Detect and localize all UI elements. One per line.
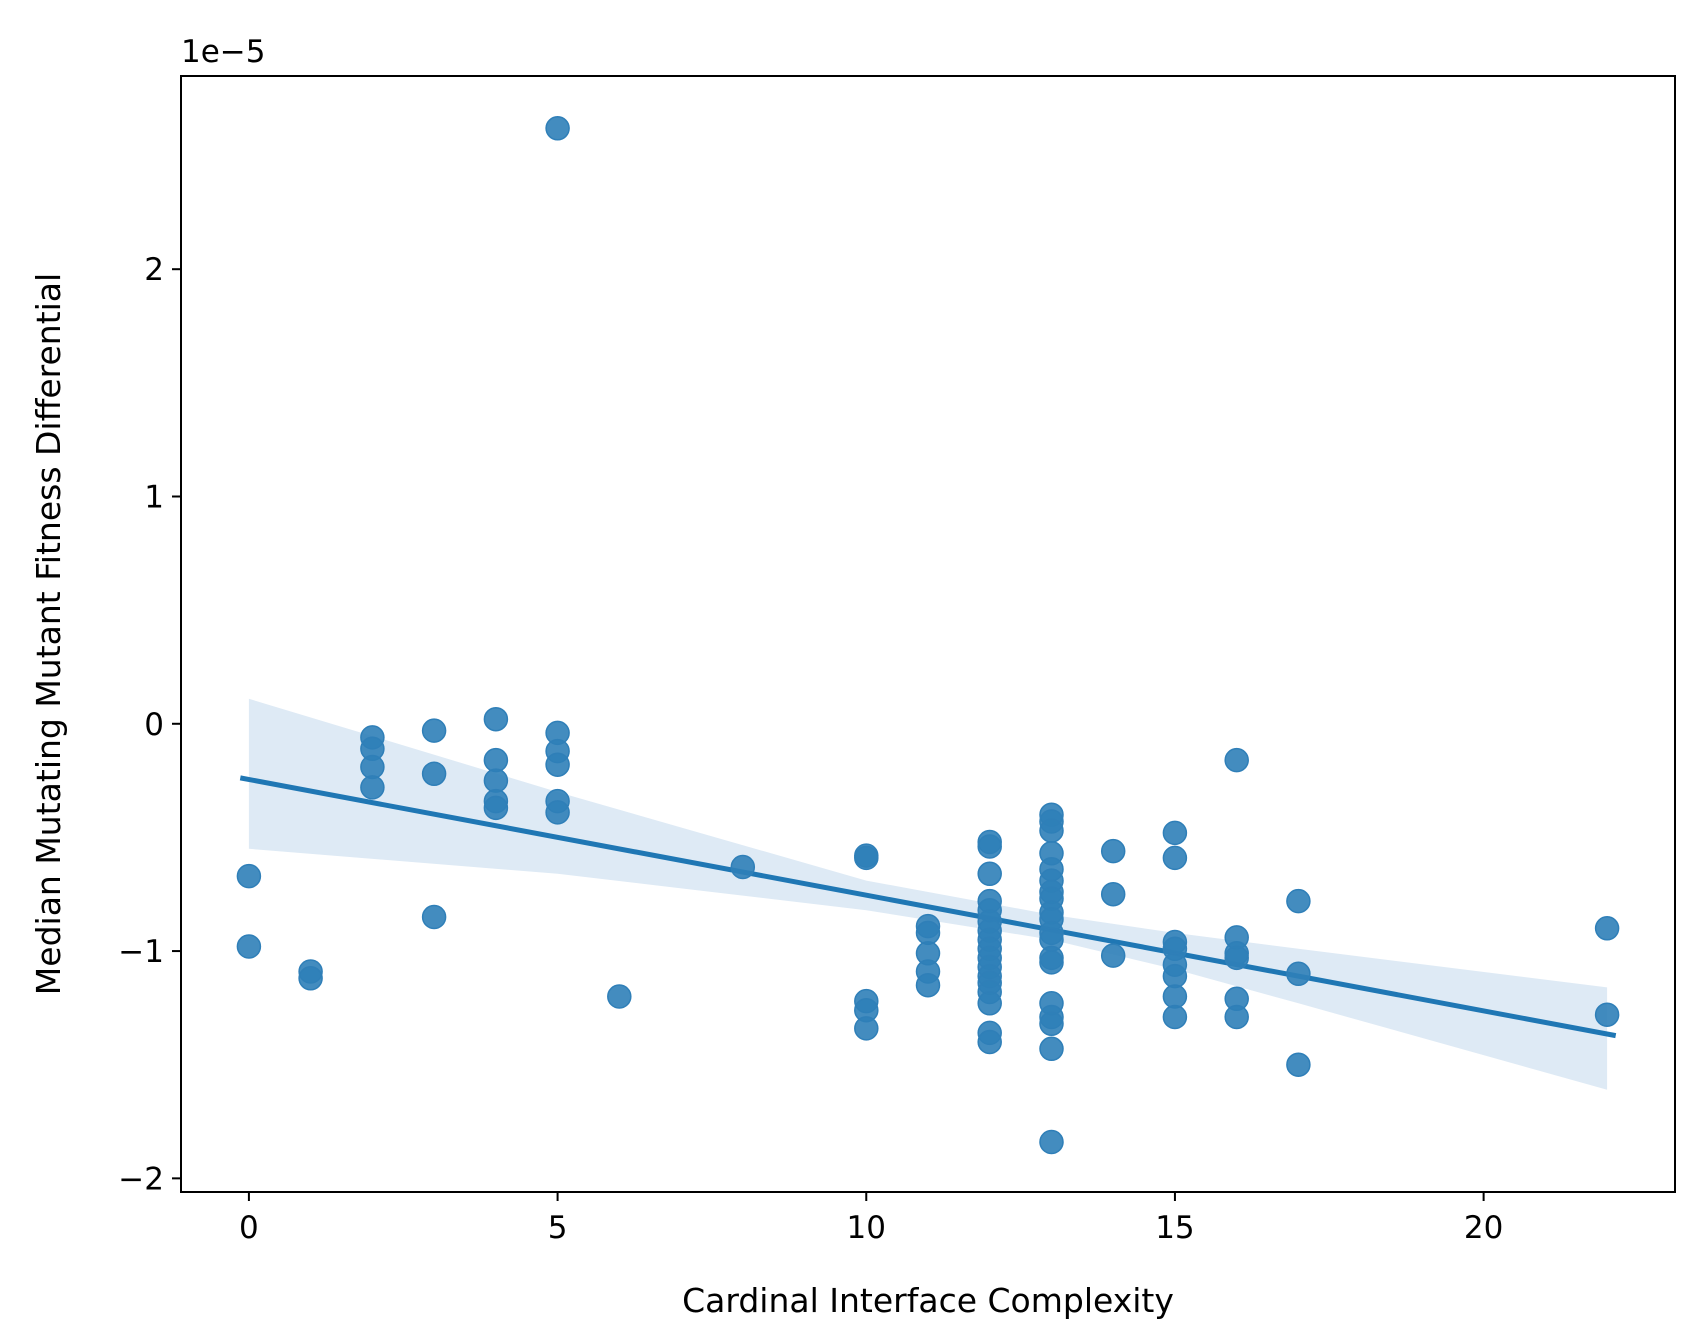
data-point [545, 752, 570, 777]
x-tick-label: 15 [1155, 1210, 1194, 1246]
data-point [360, 754, 385, 780]
data-point [977, 1029, 1002, 1055]
confidence-band [248, 698, 1608, 1090]
data-point [1039, 1129, 1064, 1155]
data-point [1286, 961, 1311, 987]
y-axis-ticks: −2 −1 0 1 2 [118, 252, 181, 1197]
data-point [854, 1016, 879, 1041]
data-point [1162, 963, 1188, 989]
data-point [421, 718, 447, 743]
data-point [360, 775, 385, 800]
data-point [1039, 818, 1064, 843]
data-point [421, 761, 447, 787]
data-point [1162, 845, 1188, 871]
y-tick-label: 2 [144, 252, 164, 288]
y-tick-label: 1 [144, 479, 164, 515]
x-tick-label: 0 [239, 1210, 259, 1246]
regression-line [239, 775, 1617, 1039]
data-point [915, 920, 941, 946]
data-point [1224, 945, 1249, 971]
x-axis-label: Cardinal Interface Complexity [682, 1281, 1174, 1320]
data-point [545, 116, 570, 141]
data-points-layer [236, 116, 1620, 1155]
data-point [483, 747, 509, 773]
data-point [1162, 1004, 1188, 1030]
data-point [483, 768, 509, 793]
data-point [1039, 1036, 1064, 1062]
data-point [236, 934, 262, 959]
data-point [607, 984, 632, 1009]
y-tick-label: −2 [118, 1161, 164, 1197]
x-tick-label: 5 [548, 1210, 568, 1246]
data-point [977, 834, 1002, 859]
y-axis-offset-label: 1e−5 [181, 34, 266, 70]
x-axis-ticks: 0 5 10 15 20 [239, 1192, 1503, 1246]
data-point [483, 706, 509, 732]
data-point [1039, 950, 1064, 975]
data-point [730, 854, 756, 880]
y-tick-label: 0 [144, 707, 164, 743]
data-point [1286, 888, 1311, 914]
data-point [1162, 820, 1188, 846]
x-tick-label: 20 [1464, 1210, 1503, 1246]
data-point [1100, 838, 1126, 864]
data-point [915, 972, 941, 998]
confidence-band-layer [248, 698, 1608, 1090]
data-point [236, 863, 262, 889]
data-point [483, 795, 509, 821]
data-point [1162, 984, 1188, 1009]
data-point [977, 861, 1002, 887]
x-tick-label: 10 [847, 1210, 886, 1246]
data-point [1594, 1002, 1620, 1027]
data-point [1100, 881, 1126, 907]
regression-line-layer [239, 775, 1617, 1039]
data-point [1100, 943, 1126, 968]
data-point [1286, 1052, 1311, 1077]
data-point [977, 991, 1002, 1016]
plot-frame [180, 75, 1676, 1193]
y-tick-label: −1 [118, 934, 164, 970]
data-point [854, 845, 879, 871]
data-point [1224, 747, 1249, 773]
data-point [1224, 1004, 1249, 1030]
data-point [298, 966, 323, 991]
y-axis-label: Median Mutating Mutant Fitness Different… [29, 273, 68, 995]
data-point [1039, 1011, 1064, 1037]
data-point [545, 800, 570, 825]
data-point [421, 904, 447, 930]
data-point [1594, 916, 1620, 941]
